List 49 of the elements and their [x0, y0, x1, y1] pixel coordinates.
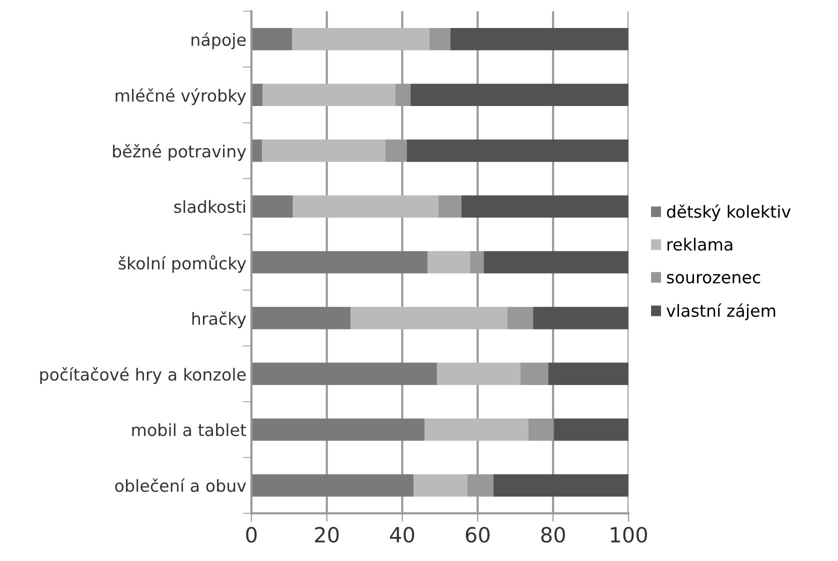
y-tick-label: hračky	[192, 311, 246, 328]
x-tick-label: 80	[541, 526, 565, 543]
bar	[262, 140, 386, 162]
x-tick-label: 100	[610, 526, 647, 543]
y-tick-label: počítačové hry a konzole	[40, 367, 246, 384]
bar	[251, 362, 437, 385]
bar	[450, 28, 628, 50]
bar	[429, 28, 451, 50]
y-tick-label: mléčné výrobky	[116, 88, 246, 106]
bar	[251, 195, 293, 218]
x-tick-label: 60	[466, 526, 490, 543]
bar	[428, 251, 470, 274]
bar	[292, 195, 438, 218]
y-tick-label: nápoje	[192, 32, 246, 50]
bar	[292, 28, 430, 50]
bar	[251, 474, 414, 497]
bar	[262, 84, 396, 106]
bar	[484, 251, 628, 274]
bar	[436, 362, 520, 385]
bar	[424, 418, 528, 441]
legend-label: sourozenec	[666, 274, 760, 284]
bar	[251, 251, 428, 274]
y-tick-label: školní pomůcky	[118, 255, 246, 273]
bar	[410, 84, 628, 106]
legend-label: reklama	[668, 238, 732, 251]
legend-label: vlastní zájem	[666, 303, 776, 320]
bar	[461, 195, 628, 218]
bar	[251, 140, 262, 162]
bar	[548, 362, 628, 385]
bar	[251, 418, 424, 441]
bar	[251, 28, 292, 50]
x-tick-label: 40	[390, 526, 414, 543]
bar	[406, 140, 628, 162]
y-tick-label: sladkosti	[174, 200, 245, 214]
bar	[350, 306, 508, 330]
bar	[414, 474, 468, 497]
y-tick-label: oblečení a obuv	[115, 478, 246, 492]
bar	[533, 306, 628, 330]
y-tick-label: běžné potraviny	[113, 144, 246, 161]
bar	[494, 474, 628, 497]
bar	[507, 306, 534, 330]
bar	[251, 306, 351, 330]
bar	[554, 418, 628, 441]
legend-label: dětský kolektiv	[666, 204, 791, 222]
x-tick-label: 0	[246, 526, 257, 543]
y-tick-label: mobil a tablet	[132, 423, 246, 436]
bar	[438, 195, 462, 218]
bar	[520, 362, 548, 385]
x-tick-label: 20	[315, 526, 339, 543]
